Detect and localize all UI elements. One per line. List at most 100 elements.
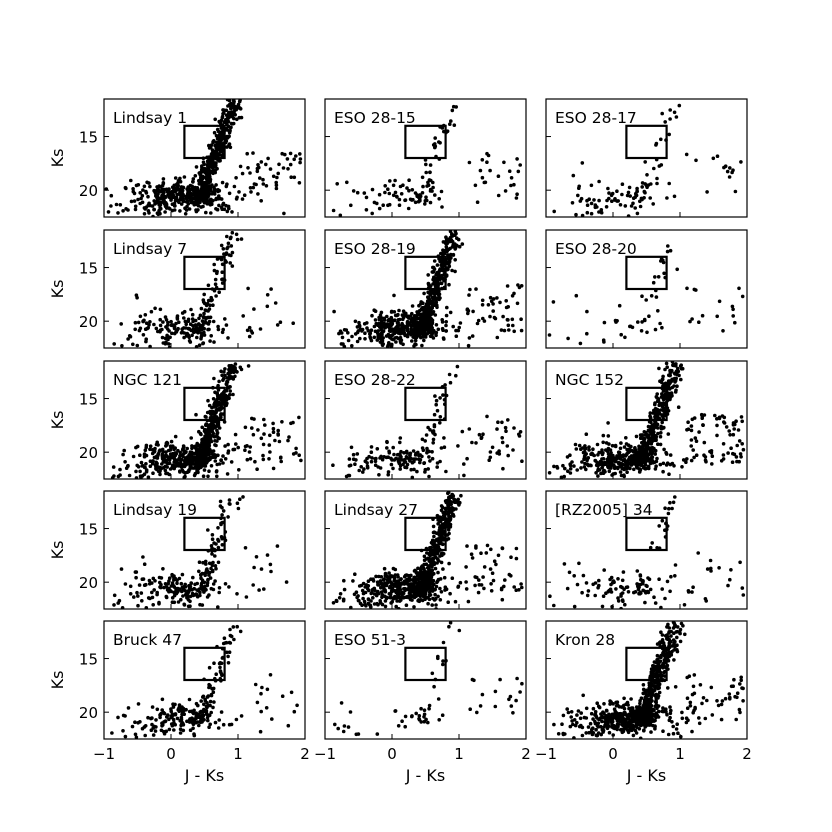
data-point	[412, 605, 416, 609]
data-point	[215, 428, 219, 433]
data-point	[519, 328, 524, 333]
data-point	[244, 595, 249, 599]
data-point	[297, 181, 302, 185]
data-point	[647, 314, 651, 319]
data-point	[169, 455, 174, 460]
data-point	[418, 574, 423, 579]
data-point	[637, 446, 641, 451]
data-point	[731, 307, 735, 312]
data-point	[208, 315, 213, 320]
data-point	[368, 332, 372, 336]
data-point	[392, 293, 396, 298]
data-point	[393, 573, 398, 577]
data-point	[482, 180, 487, 185]
points-group	[547, 244, 745, 346]
data-point	[215, 257, 220, 261]
data-point	[200, 327, 204, 332]
data-point	[248, 171, 252, 175]
data-point	[453, 269, 457, 274]
data-point	[215, 397, 220, 402]
data-point	[185, 187, 189, 191]
data-point	[495, 296, 499, 300]
data-point	[155, 195, 159, 200]
selection-box	[625, 255, 668, 291]
data-point	[258, 176, 262, 180]
data-point	[610, 191, 615, 196]
data-point	[355, 190, 360, 195]
data-point	[215, 474, 219, 479]
data-point	[433, 297, 438, 302]
data-point	[424, 170, 429, 175]
data-point	[233, 367, 237, 372]
data-point	[640, 181, 645, 185]
data-point	[229, 460, 234, 464]
data-point	[438, 519, 442, 524]
data-point	[646, 435, 651, 440]
data-point	[164, 585, 169, 589]
data-point	[386, 187, 390, 191]
data-point	[195, 469, 199, 473]
data-point	[644, 466, 648, 471]
data-point	[190, 312, 195, 317]
data-point	[446, 237, 451, 242]
data-point	[216, 420, 221, 425]
data-point	[416, 334, 420, 338]
data-point	[255, 166, 260, 171]
data-point	[398, 436, 403, 440]
data-point	[428, 568, 433, 573]
data-point	[475, 200, 480, 204]
data-point	[238, 106, 242, 110]
data-point	[649, 294, 654, 298]
data-point	[722, 165, 726, 170]
data-point	[216, 134, 221, 139]
data-point	[404, 465, 409, 470]
data-point	[439, 541, 443, 546]
data-point	[404, 449, 409, 454]
data-point	[435, 561, 439, 565]
data-point	[207, 573, 211, 577]
scatter-panel: ESO 28-20	[545, 229, 748, 349]
data-point	[655, 176, 659, 181]
data-point	[633, 195, 637, 199]
data-point	[205, 315, 210, 320]
data-point	[212, 268, 217, 273]
data-point	[280, 151, 285, 156]
data-point	[150, 595, 155, 600]
data-point	[213, 277, 218, 282]
data-point	[428, 170, 432, 175]
data-point	[263, 423, 267, 427]
y-axis-label: Ks	[48, 541, 67, 560]
data-point	[658, 462, 663, 467]
data-point	[646, 464, 651, 469]
data-point	[668, 453, 673, 457]
data-point	[406, 314, 411, 319]
data-point	[445, 525, 450, 529]
data-point	[181, 197, 185, 202]
data-point	[495, 451, 500, 455]
data-point	[476, 318, 481, 323]
data-point	[161, 181, 166, 185]
data-point	[219, 458, 223, 462]
data-point	[616, 199, 620, 203]
data-point	[427, 455, 431, 459]
data-point	[426, 281, 431, 286]
data-point	[625, 470, 629, 475]
data-point	[157, 184, 161, 188]
data-point	[665, 461, 670, 466]
data-point	[234, 442, 238, 446]
data-point	[568, 453, 572, 458]
data-point	[420, 446, 425, 450]
data-point	[587, 445, 591, 449]
data-point	[635, 211, 640, 216]
data-point	[690, 417, 695, 422]
data-point	[686, 420, 690, 425]
data-point	[230, 210, 234, 214]
data-point	[144, 445, 148, 450]
data-point	[640, 446, 644, 451]
data-point	[227, 206, 231, 211]
data-point	[203, 573, 207, 577]
data-point	[220, 520, 225, 525]
data-point	[637, 450, 642, 455]
data-point	[400, 327, 405, 332]
